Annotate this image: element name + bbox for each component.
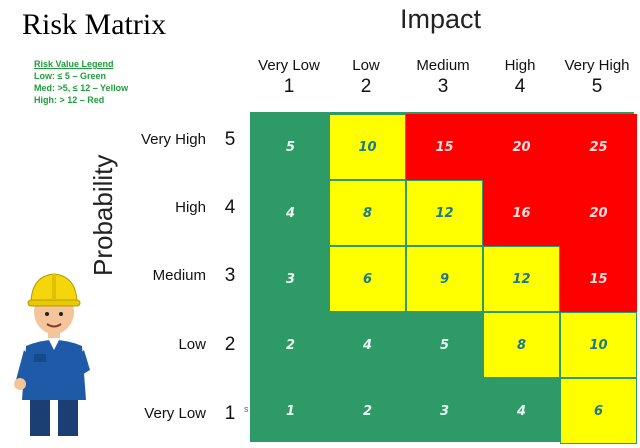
probability-row-number: 4	[224, 197, 236, 218]
risk-cell: 2	[362, 403, 373, 419]
risk-cell: 3	[439, 403, 450, 419]
risk-legend: Risk Value Legend Low: ≤ 5 – Green Med: …	[34, 58, 128, 106]
risk-cell: 10	[560, 312, 637, 378]
impact-column-number: 1	[283, 76, 295, 97]
impact-column-label: High	[504, 57, 536, 74]
risk-cell: 12	[483, 246, 560, 312]
risk-cell: 6	[560, 378, 637, 444]
legend-high: High: > 12 – Red	[34, 95, 105, 105]
impact-column-label: Very Low	[258, 57, 320, 74]
risk-cell: 25	[560, 114, 637, 180]
probability-row-number: 2	[224, 334, 236, 355]
risk-cell: 5	[285, 139, 296, 155]
risk-cell: 16	[483, 180, 560, 246]
risk-cell: 4	[285, 205, 296, 221]
probability-row-label: Very High	[140, 131, 206, 148]
probability-row-number: 5	[224, 129, 236, 150]
impact-column-number: 4	[514, 76, 526, 97]
risk-cell: 9	[406, 246, 483, 312]
risk-cell: 8	[329, 180, 406, 246]
risk-cell: 15	[560, 246, 637, 312]
probability-row-number: 1	[224, 403, 236, 424]
impact-column-number: 3	[437, 76, 449, 97]
probability-row-label: Low	[178, 336, 206, 353]
risk-cell: 1	[285, 403, 296, 419]
risk-cell: 2	[285, 337, 296, 353]
impact-column-label: Very High	[564, 57, 630, 74]
probability-row-label: High	[175, 199, 206, 216]
risk-cell: 6	[329, 246, 406, 312]
stray-tick-mark: s	[244, 404, 249, 414]
risk-cell: 3	[285, 271, 296, 287]
probability-row-label: Medium	[152, 267, 206, 284]
impact-column-2: Low 2	[327, 40, 405, 98]
impact-column-3: Medium 3	[404, 40, 482, 98]
probability-row-number: 3	[224, 265, 236, 286]
impact-column-number: 5	[591, 76, 603, 97]
impact-column-label: Medium	[416, 57, 470, 74]
risk-cell: 4	[362, 337, 373, 353]
legend-low: Low: ≤ 5 – Green	[34, 71, 106, 81]
legend-med: Med: >5, ≤ 12 – Yellow	[34, 83, 129, 93]
impact-axis-title: Impact	[400, 4, 482, 34]
construction-worker-icon	[14, 250, 94, 445]
impact-column-1: Very Low 1	[250, 40, 328, 98]
impact-column-4: High 4	[481, 40, 559, 98]
page-title: Risk Matrix	[22, 8, 167, 41]
risk-cell: 20	[560, 180, 637, 246]
risk-cell: 12	[406, 180, 483, 246]
risk-matrix-grid: 5 10 15 20 25 4 8 12 16 20 3 6 9 12 15 2 4 5 8 10 1 2 3 4 6	[250, 112, 637, 444]
probability-row-label: Very Low	[144, 405, 206, 422]
risk-cell: 20	[483, 114, 560, 180]
risk-cell: 4	[516, 403, 527, 419]
impact-column-number: 2	[360, 76, 372, 97]
risk-cell: 10	[329, 114, 406, 180]
impact-column-label: Low	[352, 57, 380, 74]
legend-title: Risk Value Legend	[34, 59, 114, 69]
impact-column-5: Very High 5	[558, 40, 636, 98]
risk-cell: 5	[439, 337, 450, 353]
risk-cell: 15	[406, 114, 483, 180]
risk-cell: 8	[483, 312, 560, 378]
